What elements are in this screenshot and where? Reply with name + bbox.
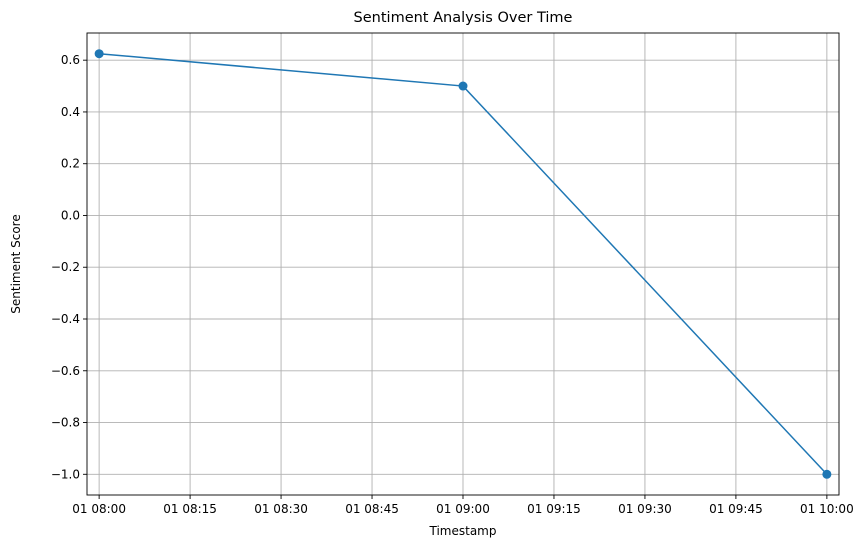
y-tick-label: 0.2 [61,157,80,171]
x-tick-label: 01 08:15 [163,502,217,516]
x-tick-label: 01 10:00 [800,502,854,516]
x-tick-label: 01 08:30 [254,502,308,516]
data-point [94,49,104,59]
x-tick-label: 01 09:15 [527,502,581,516]
axes: 01 08:00 01 08:15 01 08:30 01 08:45 01 09:00… [51,53,854,516]
y-tick-label: 0.4 [61,105,80,119]
series-layer [94,49,832,479]
data-point [822,469,832,479]
y-tick-label: 0.6 [61,53,80,67]
x-axis-label: Timestamp [429,524,497,538]
x-tick-label: 01 08:00 [72,502,126,516]
chart-title: Sentiment Analysis Over Time [354,10,573,26]
y-axis-label: Sentiment Score [9,214,23,313]
y-tick-label: −0.6 [51,364,80,378]
y-tick-label: −0.8 [51,416,80,430]
grid [87,33,839,495]
x-tick-label: 01 09:00 [436,502,490,516]
data-point [458,81,468,91]
x-tick-label: 01 08:45 [345,502,399,516]
y-tick-label: −0.2 [51,260,80,274]
plot-frame [86,32,840,496]
y-tick-label: −1.0 [51,467,80,481]
x-tick-label: 01 09:30 [618,502,672,516]
y-tick-label: 0.0 [61,208,80,222]
x-tick-label: 01 09:45 [709,502,763,516]
y-tick-label: −0.4 [51,312,80,326]
